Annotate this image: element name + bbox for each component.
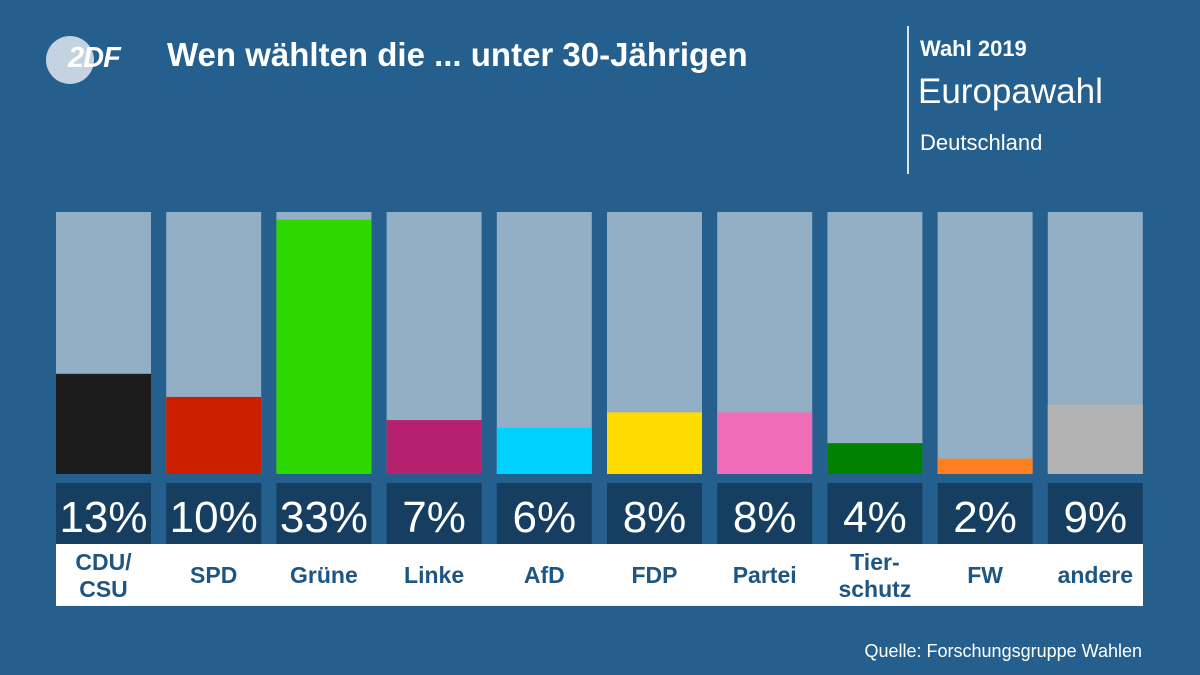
data-label: 8% — [623, 493, 687, 542]
category-label: FDP — [632, 562, 678, 588]
bar — [166, 396, 262, 474]
category-label: CDU/ — [75, 549, 132, 575]
value-box — [717, 483, 813, 544]
data-label: 10% — [170, 493, 258, 542]
value-box — [276, 483, 372, 544]
value-box — [166, 483, 262, 544]
category-label: Grüne — [290, 562, 358, 588]
category-label: CSU — [79, 576, 128, 602]
value-box — [1047, 483, 1143, 544]
category-label: FW — [967, 562, 1003, 588]
election-kicker: Wahl 2019 — [920, 36, 1027, 61]
data-label: 13% — [59, 493, 147, 542]
bar — [496, 427, 592, 474]
category-label: AfD — [524, 562, 565, 588]
election-region: Deutschland — [920, 130, 1043, 155]
value-box — [496, 483, 592, 544]
value-box — [386, 483, 482, 544]
bar-background — [937, 212, 1033, 474]
source-note: Quelle: Forschungsgruppe Wahlen — [864, 641, 1143, 661]
category-label: Tier- — [850, 549, 899, 575]
value-box — [56, 483, 151, 544]
data-label: 2% — [953, 493, 1017, 542]
data-label: 7% — [402, 493, 466, 542]
election-headline: Europawahl — [918, 72, 1103, 111]
bar — [386, 420, 482, 474]
data-label: 9% — [1064, 493, 1128, 542]
category-label: SPD — [190, 562, 237, 588]
zdf-logo-text: 2DF — [68, 42, 121, 74]
data-label: 33% — [280, 493, 368, 542]
bar — [607, 412, 702, 474]
category-label: Partei — [733, 562, 797, 588]
data-label: 6% — [513, 493, 577, 542]
data-label: 4% — [843, 493, 907, 542]
category-label: Linke — [404, 562, 464, 588]
data-label: 8% — [733, 493, 797, 542]
category-label: schutz — [838, 576, 911, 602]
bar — [937, 458, 1033, 474]
chart-title: Wen wählten die ... unter 30-Jährigen — [167, 36, 748, 73]
bar — [827, 443, 923, 474]
zdf-logo-circle — [46, 36, 94, 84]
value-box — [607, 483, 702, 544]
bar-background — [827, 212, 923, 474]
bar — [56, 373, 151, 474]
header-divider — [907, 26, 909, 174]
category-label: andere — [1058, 562, 1133, 588]
party-label-strip — [56, 544, 1143, 606]
value-box — [937, 483, 1033, 544]
bar — [276, 219, 372, 474]
value-box — [827, 483, 923, 544]
bar — [717, 412, 813, 474]
bar — [1047, 404, 1143, 474]
